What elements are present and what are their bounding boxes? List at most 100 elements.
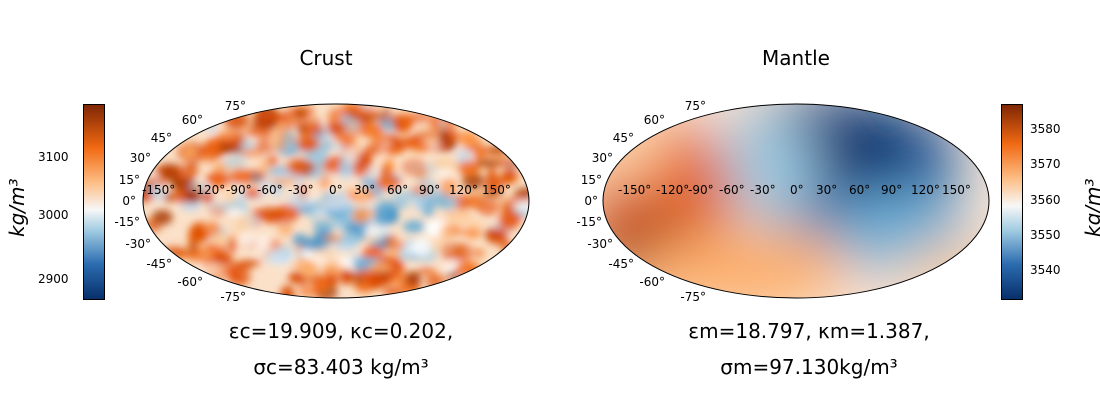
crust-texture-blob [359, 178, 374, 185]
crust-texture-blob [340, 166, 351, 173]
crust-texture-blob [234, 214, 253, 233]
crust-texture-blob [195, 245, 205, 257]
crust-texture-blob [227, 262, 242, 280]
crust-texture-blob [372, 213, 391, 228]
crust-lat-label: -15° [114, 215, 140, 229]
crust-texture-blob [386, 260, 405, 278]
mantle-lon-label: -90° [688, 183, 714, 197]
crust-texture-blob [210, 252, 233, 266]
crust-cbar-tick-3100: 3100 [38, 150, 69, 164]
crust-texture-blob [358, 190, 368, 198]
crust-map-outline [142, 103, 530, 299]
crust-texture-blob [439, 224, 456, 240]
mantle-lon-label: 120° [911, 183, 940, 197]
crust-texture-blob [206, 123, 217, 133]
crust-texture-blob [340, 232, 362, 246]
mantle-stats-line2: σm=97.130kg/m³ [720, 355, 898, 379]
crust-texture-blob [151, 209, 173, 225]
crust-texture-blob [382, 239, 406, 251]
crust-texture-blob [423, 208, 434, 217]
crust-texture-blob [216, 144, 244, 154]
crust-texture-blob [431, 191, 448, 209]
crust-stats-line1: εc=19.909, κc=0.202, [228, 319, 454, 343]
mantle-lat-label: -45° [608, 257, 634, 271]
crust-texture-blob [462, 172, 485, 190]
crust-lat-label: 45° [151, 131, 172, 145]
crust-texture-blob [368, 262, 393, 272]
crust-texture-blob [229, 169, 253, 184]
mantle-lat-label: 0° [584, 194, 598, 208]
crust-texture-blob [291, 236, 317, 247]
crust-texture-blob [413, 131, 438, 139]
mantle-lon-label: -120° [656, 183, 689, 197]
crust-texture-blob [156, 179, 167, 187]
crust-colorbar [83, 104, 105, 300]
crust-texture-blob [270, 129, 279, 149]
crust-texture-blob [468, 220, 485, 229]
crust-texture-blob [402, 220, 426, 233]
crust-lon-label: 150° [482, 183, 511, 197]
mantle-lon-label: 0° [790, 183, 804, 197]
crust-texture-blob [495, 156, 522, 169]
crust-texture-blob [322, 234, 345, 243]
mantle-cbar-tick-3560: 3560 [1030, 193, 1061, 207]
crust-texture-blob [485, 228, 508, 245]
crust-lat-label: 15° [119, 173, 140, 187]
crust-texture-blob [411, 186, 431, 195]
crust-stats: εc=19.909, κc=0.202, σc=83.403 kg/m³ [131, 313, 551, 385]
crust-texture-blob [394, 143, 410, 151]
crust-texture-blob [389, 189, 411, 204]
crust-lat-label: -75° [220, 290, 246, 304]
crust-texture-blob [176, 165, 190, 181]
crust-texture-blob [254, 235, 271, 254]
crust-texture-blob [188, 251, 214, 263]
mantle-cbar-tick-3540: 3540 [1030, 263, 1061, 277]
crust-lon-label: 120° [449, 183, 478, 197]
mantle-lon-label: 150° [942, 183, 971, 197]
crust-lat-label: -30° [125, 237, 151, 251]
crust-texture-blob [143, 193, 156, 201]
crust-lon-label: 60° [387, 183, 408, 197]
crust-texture-blob [454, 194, 472, 211]
mantle-title: Mantle [762, 46, 830, 70]
crust-texture-blob [363, 144, 382, 156]
crust-texture-blob [241, 259, 263, 266]
crust-lon-label: -90° [226, 183, 252, 197]
crust-lat-label: -60° [177, 275, 203, 289]
crust-texture-blob [228, 236, 237, 254]
mantle-lat-label: 45° [613, 131, 634, 145]
crust-texture-blob [399, 136, 425, 145]
crust-texture-blob [488, 146, 509, 153]
crust-texture-blob [184, 188, 202, 204]
mantle-map-outline [602, 103, 990, 299]
crust-texture-blob [225, 184, 235, 203]
crust-texture-blob [435, 167, 454, 178]
crust-texture-blob [506, 169, 518, 183]
crust-texture-blob [384, 234, 396, 242]
crust-texture-blob [198, 146, 221, 164]
crust-texture-blob [201, 221, 221, 238]
crust-texture-blob [357, 122, 383, 138]
crust-texture-blob [238, 231, 256, 246]
mantle-colorbar [1001, 104, 1023, 300]
crust-lon-label: 0° [329, 183, 343, 197]
crust-texture-blob [438, 129, 450, 144]
crust-stats-line2: σc=83.403 kg/m³ [253, 355, 429, 379]
mantle-lat-label: 30° [592, 151, 613, 165]
crust-texture-blob [207, 201, 227, 213]
crust-texture-blob [347, 183, 365, 190]
crust-texture-blob [300, 288, 323, 296]
crust-texture-blob [295, 109, 306, 118]
mantle-lon-label: 90° [881, 183, 902, 197]
crust-lat-label: -45° [146, 257, 172, 271]
mantle-lon-label: 60° [849, 183, 870, 197]
crust-texture-blob [475, 159, 502, 167]
crust-texture-blob [400, 241, 425, 255]
crust-texture-blob [457, 160, 481, 176]
crust-texture-blob [288, 158, 315, 177]
crust-texture-blob [474, 248, 485, 258]
crust-lon-label: -120° [192, 183, 225, 197]
crust-texture-blob [351, 208, 370, 224]
crust-texture-blob [366, 272, 385, 290]
